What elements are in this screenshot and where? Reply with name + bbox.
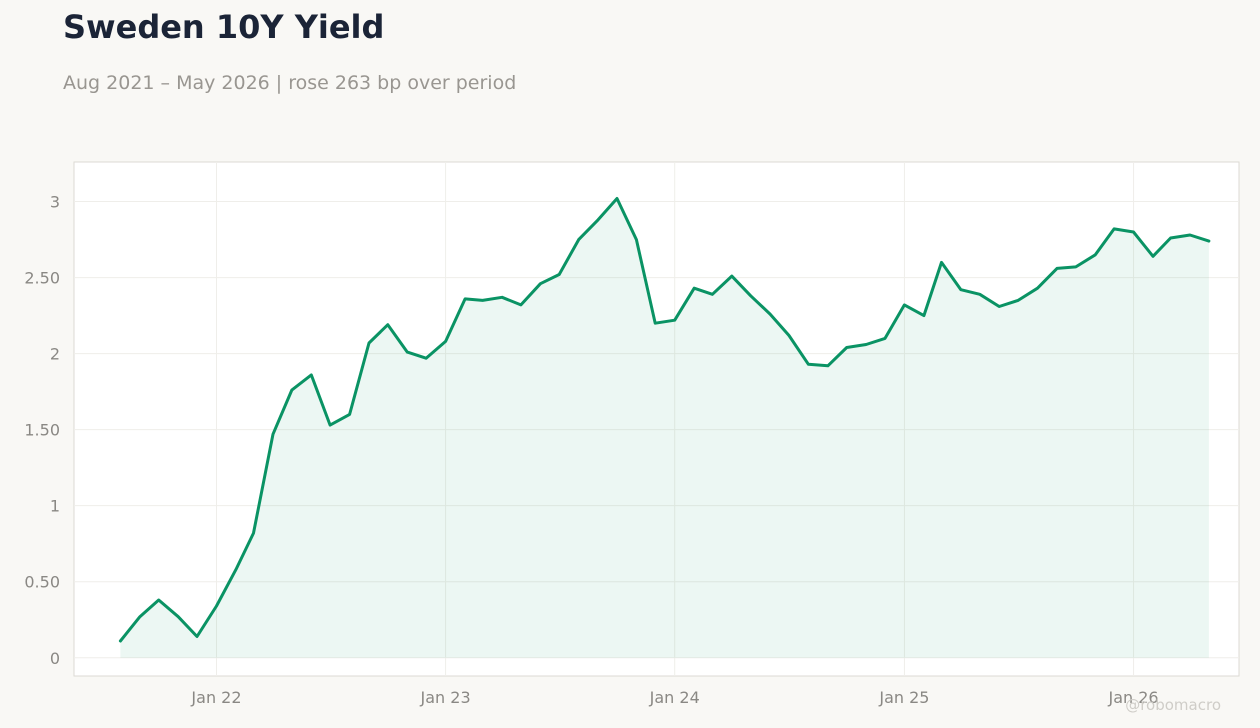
x-axis-tick-labels: Jan 22 Jan 23 Jan 24 Jan 25 Jan 26 bbox=[190, 688, 1158, 707]
plot-area bbox=[73, 161, 1240, 677]
grid-lines bbox=[74, 162, 1239, 676]
y-tick-label: 2 bbox=[50, 345, 60, 364]
x-tick-label: Jan 26 bbox=[1107, 688, 1158, 707]
x-tick-label: Jan 25 bbox=[878, 688, 929, 707]
y-axis-tick-labels: 0 0.50 1 1.50 2 2.50 3 bbox=[24, 193, 60, 668]
x-tick-label: Jan 24 bbox=[649, 688, 700, 707]
y-tick-label: 2.50 bbox=[24, 269, 60, 288]
watermark: @robomacro bbox=[1125, 696, 1221, 714]
x-tick-label: Jan 23 bbox=[420, 688, 471, 707]
series-area bbox=[120, 198, 1209, 658]
y-tick-label: 0 bbox=[50, 649, 60, 668]
chart-subtitle: Aug 2021 – May 2026 | rose 263 bp over p… bbox=[63, 72, 517, 94]
y-tick-label: 0.50 bbox=[24, 573, 60, 592]
x-tick-label: Jan 22 bbox=[190, 688, 241, 707]
chart-title: Sweden 10Y Yield bbox=[63, 8, 385, 46]
y-tick-label: 1.50 bbox=[24, 421, 60, 440]
y-tick-label: 3 bbox=[50, 193, 60, 212]
series-line bbox=[118, 197, 1211, 643]
y-tick-label: 1 bbox=[50, 497, 60, 516]
